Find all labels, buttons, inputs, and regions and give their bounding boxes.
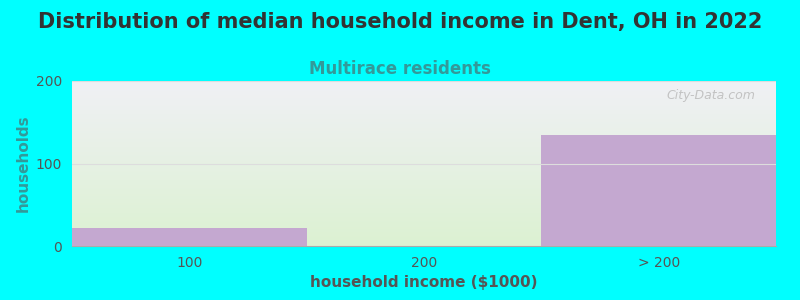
Text: Multirace residents: Multirace residents xyxy=(309,60,491,78)
Bar xyxy=(72,228,306,246)
Text: Distribution of median household income in Dent, OH in 2022: Distribution of median household income … xyxy=(38,12,762,32)
Text: City-Data.com: City-Data.com xyxy=(666,89,755,102)
X-axis label: household income ($1000): household income ($1000) xyxy=(310,275,538,290)
Y-axis label: households: households xyxy=(15,115,30,212)
Bar xyxy=(542,135,776,246)
